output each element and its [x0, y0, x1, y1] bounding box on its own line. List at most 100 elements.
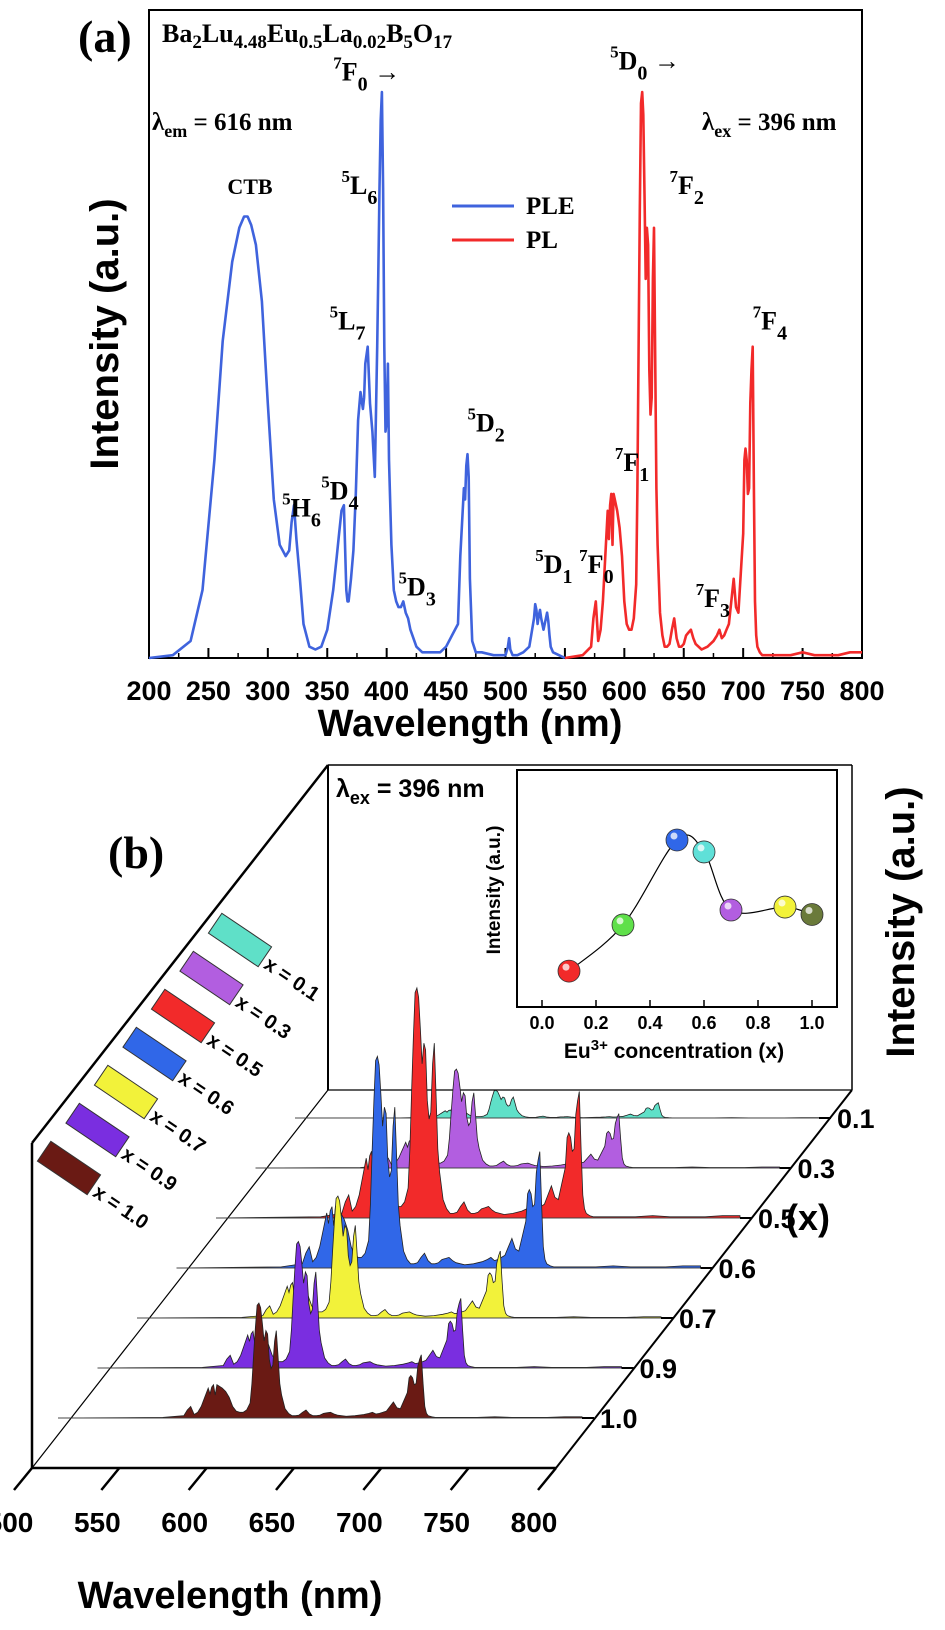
panel-b-ylabel: Intensity (a.u.)	[879, 786, 923, 1057]
depth-label: 0.9	[640, 1354, 678, 1384]
x-tick-label: 700	[721, 676, 766, 706]
title-part: Ba	[162, 19, 192, 48]
x-tick-label: 600	[602, 676, 647, 706]
x-tick-label: 800	[839, 676, 884, 706]
annotation-label: 5D2	[467, 405, 504, 447]
inset-ylabel: Intensity (a.u.)	[484, 826, 505, 955]
legend-label: x = 0.1	[260, 953, 323, 1006]
annotation-label: 5D3	[399, 569, 436, 611]
panel-b-xlabel: Wavelength (nm)	[78, 1575, 383, 1617]
x-tick-label: 550	[542, 676, 587, 706]
depth-label: 1.0	[600, 1404, 638, 1434]
annotation-label: 7F0 →	[333, 54, 400, 96]
legend-label: x = 0.6	[174, 1067, 237, 1120]
annotation-label: 5D1	[535, 546, 572, 588]
depth-label: 0.7	[679, 1304, 717, 1334]
title-part: 4.48	[234, 32, 267, 53]
legend-swatch	[93, 1064, 159, 1120]
inset-point-highlight	[805, 907, 813, 914]
inset-x-tick-label: 0.2	[583, 1013, 608, 1033]
legend-label: x = 1.0	[89, 1181, 152, 1234]
panel-b-spectra	[57, 986, 820, 1419]
title-part: Lu	[202, 19, 234, 48]
inset-x-tick-label: 0.6	[691, 1013, 716, 1033]
inset-x-tick-label: 1.0	[799, 1013, 824, 1033]
title-part: 17	[433, 32, 453, 53]
x-tick-label: 650	[661, 676, 706, 706]
panel-a-xlabel: Wavelength (nm)	[318, 703, 623, 745]
depth-label: 0.3	[798, 1154, 836, 1184]
depth-label: 0.6	[719, 1254, 757, 1284]
x-tick-label: 450	[424, 676, 469, 706]
title-part: Eu	[267, 19, 299, 48]
panel-b-depth-labels: 0.10.30.50.60.70.91.0	[582, 1104, 875, 1434]
b-x-tick	[13, 1467, 33, 1491]
inset-point	[800, 903, 824, 926]
b-x-tick-label: 500	[0, 1507, 33, 1538]
depth-label: 0.1	[837, 1104, 875, 1134]
panel-a-legend: PLE PL	[452, 193, 575, 254]
legend-label: x = 0.5	[203, 1029, 266, 1082]
inset-point	[692, 840, 716, 864]
panel-b-lambda-ex-label: λex = 396 nm	[336, 775, 485, 808]
annotation-label: 5H6	[282, 490, 321, 532]
b-x-tick-label: 550	[74, 1507, 121, 1538]
inset-point-highlight	[724, 902, 732, 910]
inset-x-tick-label: 0.4	[637, 1013, 662, 1033]
title-part: La	[322, 19, 352, 48]
inset-point-highlight	[670, 832, 678, 840]
legend-ple-label: PLE	[526, 193, 575, 220]
inset-point-highlight	[616, 917, 624, 925]
inset-points	[557, 828, 824, 983]
b-x-tick-label: 650	[249, 1507, 296, 1538]
inset-point	[773, 895, 797, 919]
b-x-tick-label: 800	[511, 1507, 558, 1538]
annotation-label: 7F2	[669, 167, 703, 209]
lambda-ex-label: λex = 396 nm	[702, 109, 837, 141]
legend-pl-label: PL	[526, 227, 558, 254]
panel-b-label: (b)	[108, 827, 164, 878]
b-x-tick	[449, 1467, 470, 1491]
x-tick-label: 750	[780, 676, 825, 706]
series-pl-line	[564, 90, 862, 660]
inset-point-highlight	[697, 844, 705, 852]
inset-point	[665, 828, 689, 852]
inset-x-ticks: 0.0 0.2 0.4 0.6 0.8 1.0	[529, 1000, 825, 1033]
panel-a-title: Ba2Lu4.48Eu0.5La0.02B5O17	[162, 19, 453, 53]
inset-x-tick-label: 0.0	[529, 1013, 554, 1033]
legend-label: x = 0.7	[146, 1105, 209, 1158]
legend-swatch	[150, 988, 216, 1044]
title-part: 5	[403, 32, 413, 53]
inset-point	[611, 913, 635, 937]
b-x-tick	[537, 1467, 557, 1491]
annotation-label: 5L7	[330, 303, 366, 345]
x-tick-label: 500	[483, 676, 528, 706]
panel-b-zlabel: (x)	[786, 1197, 830, 1238]
annotation-label: 7F3	[696, 580, 730, 622]
panel-a-label: (a)	[78, 11, 132, 62]
x-tick-label: 350	[305, 676, 350, 706]
spectrum-slice-0.3	[255, 1068, 780, 1169]
panel-a: (a) 200 250 300 350 400 450 500 550 600 650 700 750…	[78, 9, 885, 745]
inset-point	[719, 898, 743, 922]
b-x-tick	[100, 1467, 121, 1491]
inset-point-highlight	[562, 963, 570, 971]
inset-point	[557, 959, 581, 983]
b-x-tick	[275, 1467, 295, 1491]
x-tick-label: 250	[186, 676, 231, 706]
title-part: 0.02	[353, 32, 386, 53]
title-part: B	[386, 19, 403, 48]
legend-label: x = 0.9	[117, 1143, 180, 1196]
spectrum-slice-1.0	[57, 1302, 583, 1419]
b-x-tick	[187, 1467, 208, 1491]
annotation-label: 5L6	[342, 167, 378, 209]
b-x-tick-label: 600	[161, 1507, 208, 1538]
panel-b-legend: x = 0.1x = 0.3x = 0.5x = 0.6x = 0.7x = 0…	[36, 912, 323, 1234]
x-tick-label: 300	[245, 676, 290, 706]
lambda-em-label: λem = 616 nm	[152, 109, 293, 141]
legend-label: x = 0.3	[231, 991, 294, 1044]
inset-point-highlight	[778, 899, 786, 907]
inset-x-tick-label: 0.8	[745, 1013, 770, 1033]
